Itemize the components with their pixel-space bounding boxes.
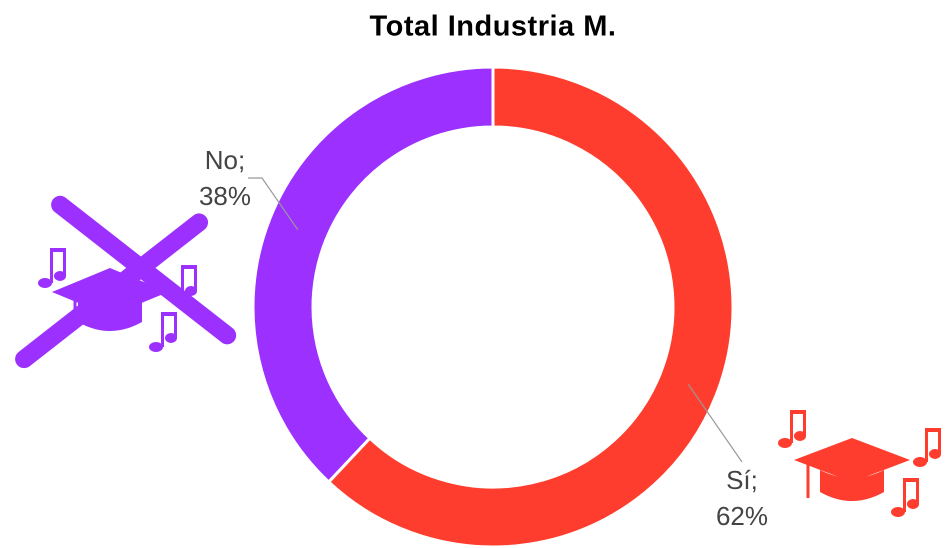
- slice-value-label: 38%: [199, 181, 251, 211]
- slice-value-label: 62%: [716, 501, 768, 531]
- icon-si: [778, 410, 941, 517]
- slice-label: Sí;: [726, 465, 758, 495]
- donut-slice: [251, 65, 495, 485]
- slice-label: No;: [205, 145, 245, 175]
- leader-line: [687, 383, 743, 463]
- chart-title: Total Industria M.: [370, 11, 617, 43]
- icon-no: [15, 195, 237, 369]
- leader-line: [248, 177, 299, 231]
- donut-slice: [326, 65, 735, 548]
